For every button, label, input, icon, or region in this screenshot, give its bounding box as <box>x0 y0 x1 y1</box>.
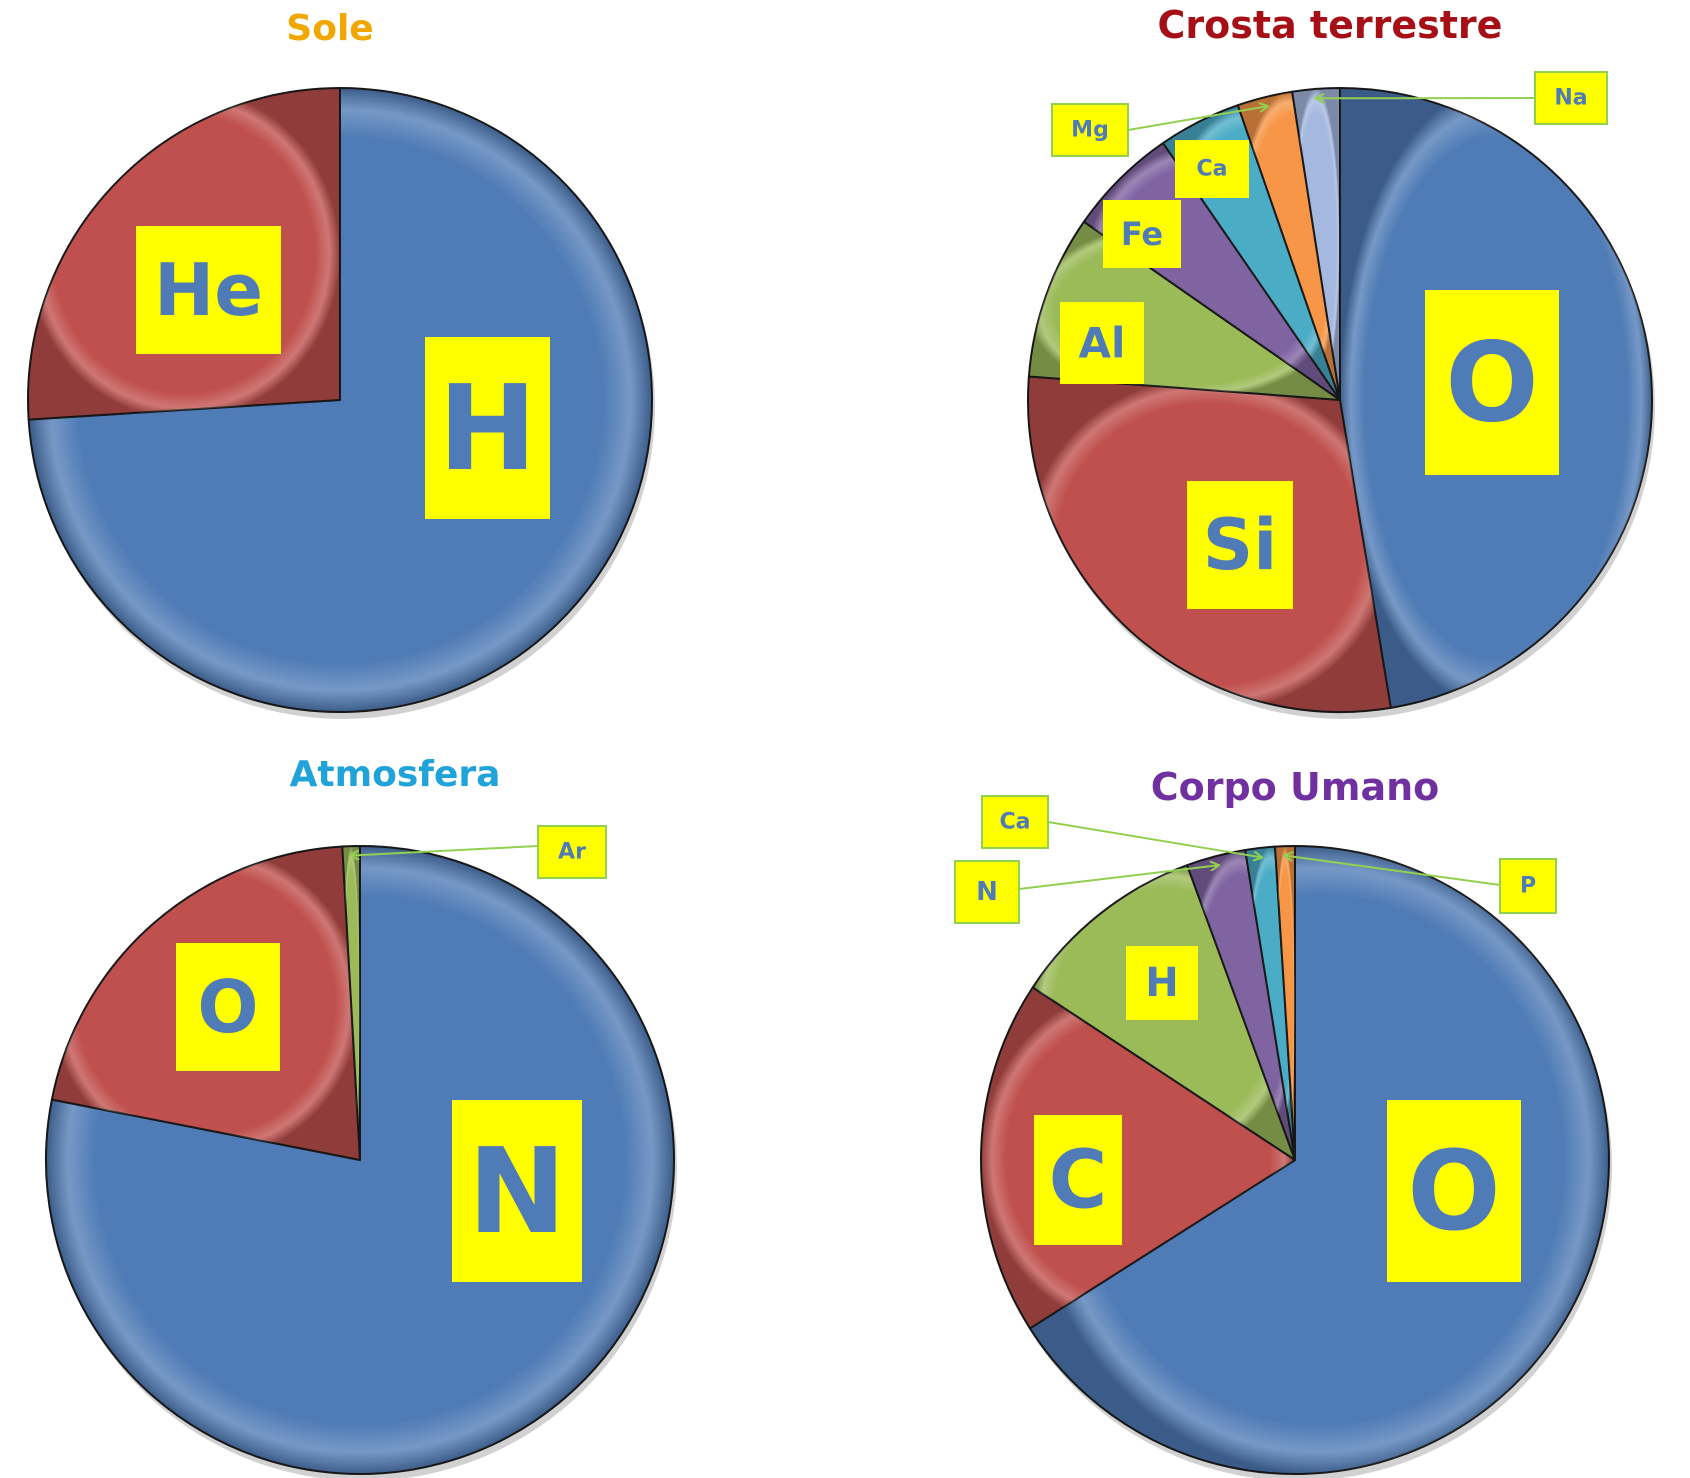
label-box <box>1175 140 1249 198</box>
label-box <box>954 860 1020 924</box>
leader-line <box>1127 106 1267 131</box>
label-al: Al <box>1060 302 1144 384</box>
label-text: Ar <box>558 840 586 865</box>
label-text: Na <box>1554 86 1587 111</box>
chart-title: Atmosfera <box>290 754 501 795</box>
label-text: P <box>1520 874 1536 899</box>
label-box <box>1060 302 1144 384</box>
label-n: N <box>452 1100 582 1282</box>
leader-line <box>1047 821 1261 857</box>
label-c: C <box>1034 1115 1122 1245</box>
label-box <box>981 795 1049 849</box>
label-p: P <box>1285 856 1557 914</box>
label-box <box>136 226 281 354</box>
label-na: Na <box>1317 71 1608 125</box>
label-mg: Mg <box>1051 103 1267 157</box>
label-box <box>537 825 607 879</box>
label-box <box>1187 481 1293 609</box>
leader-line <box>1018 865 1218 890</box>
pie-chart-corpo-umano: Corpo Umano O C H N Ca P <box>954 765 1612 1478</box>
label-box <box>1126 946 1198 1020</box>
label-text: Ca <box>1000 810 1031 835</box>
label-o: O <box>1387 1100 1521 1282</box>
chart-title: Sole <box>286 8 373 49</box>
chart-title: Corpo Umano <box>1151 765 1440 809</box>
label-text: Al <box>1079 319 1126 368</box>
label-o: O <box>176 943 280 1071</box>
label-box <box>1034 1115 1122 1245</box>
leader-line <box>351 845 539 856</box>
label-text: C <box>1049 1134 1108 1227</box>
label-box <box>1534 71 1608 125</box>
label-ar: Ar <box>351 825 607 879</box>
label-si: Si <box>1187 481 1293 609</box>
label-n: N <box>954 860 1218 924</box>
label-text: He <box>154 248 263 332</box>
label-ca: Ca <box>981 795 1261 857</box>
chart-title: Crosta terrestre <box>1158 3 1503 47</box>
label-text: O <box>197 965 258 1049</box>
pie-chart-crosta-terrestre: Crosta terrestre O Si Al Fe Ca Mg Na <box>1027 3 1655 719</box>
label-box <box>1499 858 1557 914</box>
label-text: Si <box>1203 504 1277 586</box>
label-text: H <box>438 359 537 497</box>
pie-chart-atmosfera: Atmosfera N O Ar <box>45 754 677 1478</box>
label-text: Ca <box>1197 157 1228 182</box>
label-box <box>1051 103 1129 157</box>
label-h: H <box>1126 946 1198 1020</box>
leader-line <box>1285 856 1501 886</box>
label-text: N <box>976 877 998 907</box>
label-o: O <box>1425 290 1559 475</box>
pie-chart-sole: Sole H He <box>27 8 655 719</box>
label-text: N <box>468 1122 567 1260</box>
label-text: O <box>1407 1127 1501 1255</box>
label-box <box>1103 200 1181 268</box>
label-box <box>1387 1100 1521 1282</box>
label-box <box>176 943 280 1071</box>
label-text: H <box>1145 960 1178 1006</box>
label-ca: Ca <box>1175 140 1249 198</box>
label-he: He <box>136 226 281 354</box>
label-text: Mg <box>1071 118 1109 143</box>
label-box <box>425 337 550 519</box>
label-box <box>1425 290 1559 475</box>
label-fe: Fe <box>1103 200 1181 268</box>
label-text: Fe <box>1121 215 1163 253</box>
label-text: O <box>1445 319 1539 447</box>
label-box <box>452 1100 582 1282</box>
label-h: H <box>425 337 550 519</box>
